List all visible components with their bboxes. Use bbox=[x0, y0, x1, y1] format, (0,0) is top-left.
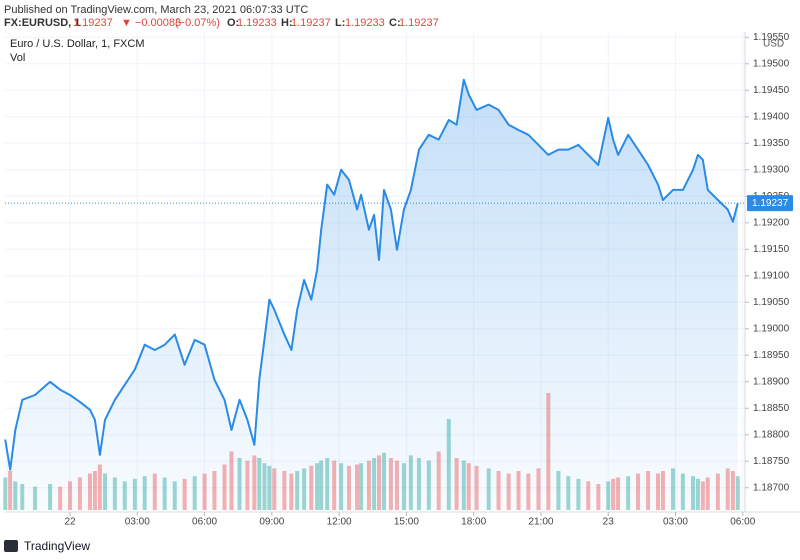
x-tick-label: 09:00 bbox=[259, 517, 284, 528]
axes: 1.18700 1.18750 1.18800 1.18850 1.18900 1.189… bbox=[64, 32, 793, 528]
x-tick-label: 21:00 bbox=[528, 517, 553, 528]
y-tick-label: 1.19300 bbox=[753, 164, 790, 175]
y-tick-label: 1.19400 bbox=[753, 111, 790, 122]
y-tick-label: 1.19150 bbox=[753, 244, 790, 255]
x-tick-label: 15:00 bbox=[394, 517, 419, 528]
x-tick-label: 12:00 bbox=[327, 517, 352, 528]
x-tick-label: 18:00 bbox=[461, 517, 486, 528]
currency: USD bbox=[763, 39, 784, 50]
legend-title: Euro / U.S. Dollar, 1, FXCM bbox=[10, 38, 144, 50]
last-price-label: 1.19237 bbox=[752, 198, 789, 209]
ohlc-name: O: bbox=[227, 17, 239, 29]
y-tick-label: 1.19000 bbox=[753, 323, 790, 334]
y-tick-label: 1.19550 bbox=[753, 32, 790, 43]
y-tick-label: 1.18800 bbox=[753, 429, 790, 440]
x-tick-label: 23 bbox=[603, 517, 615, 528]
y-tick-label: 1.19050 bbox=[753, 297, 790, 308]
ohlc-value: 1.19233 bbox=[237, 17, 277, 29]
legend-volume: Vol bbox=[10, 52, 25, 64]
last: 1.19237 bbox=[73, 17, 113, 29]
logo bbox=[4, 540, 18, 552]
y-tick-label: 1.18900 bbox=[753, 376, 790, 387]
y-tick-label: 1.18750 bbox=[753, 456, 790, 467]
header: FX:EURUSD, 11.19237 ▼ −0.00083(−0.07%) O:1… bbox=[4, 17, 439, 29]
x-tick-label: 03:00 bbox=[125, 517, 150, 528]
y-tick-label: 1.19200 bbox=[753, 217, 790, 228]
y-tick-label: 1.18850 bbox=[753, 403, 790, 414]
change: ▼ −0.00083 bbox=[121, 17, 181, 29]
symbol: FX:EURUSD, 1 bbox=[4, 17, 80, 29]
footer: TradingView bbox=[24, 539, 90, 553]
x-tick-label: 06:00 bbox=[730, 517, 755, 528]
plot bbox=[4, 78, 745, 510]
y-tick-label: 1.19350 bbox=[753, 138, 790, 149]
last-price-box bbox=[747, 195, 793, 212]
x-tick-label: 03:00 bbox=[663, 517, 688, 528]
volume-bar bbox=[735, 476, 740, 510]
ohlc-name: C: bbox=[389, 17, 401, 29]
y-tick-label: 1.18950 bbox=[753, 350, 790, 361]
ohlc-value: 1.19237 bbox=[399, 17, 439, 29]
ohlc-value: 1.19237 bbox=[291, 17, 331, 29]
area-fill bbox=[5, 79, 738, 510]
y-tick-label: 1.19450 bbox=[753, 85, 790, 96]
x-tick-label: 06:00 bbox=[192, 517, 217, 528]
y-tick-label: 1.19500 bbox=[753, 58, 790, 69]
ohlc-value: 1.19233 bbox=[345, 17, 385, 29]
change-pct: (−0.07%) bbox=[175, 17, 220, 29]
published: Published on TradingView.com, March 23, … bbox=[4, 4, 308, 16]
x-tick-label: 22 bbox=[64, 517, 76, 528]
ohlc-name: H: bbox=[281, 17, 293, 29]
ohlc-name: L: bbox=[335, 17, 345, 29]
y-tick-label: 1.19100 bbox=[753, 270, 790, 281]
y-tick-label: 1.18700 bbox=[753, 482, 790, 493]
price-line bbox=[4, 78, 739, 471]
